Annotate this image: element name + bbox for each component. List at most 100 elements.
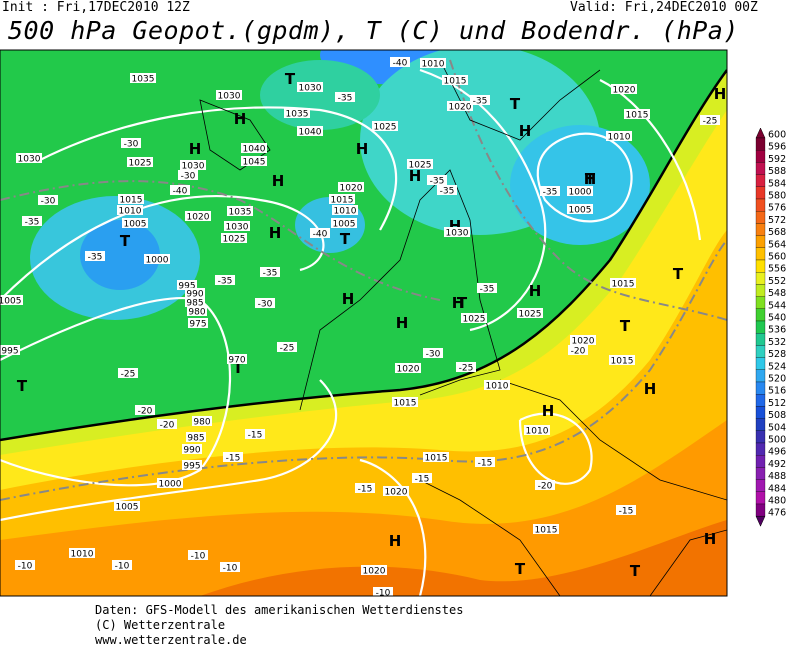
- footer-source: Daten: GFS-Modell des amerikanischen Wet…: [95, 603, 464, 617]
- isobar-label: 1010: [486, 382, 509, 392]
- temperature-label: -15: [226, 454, 241, 464]
- label-box: [144, 254, 170, 264]
- label-box: [157, 419, 177, 429]
- temperature-label: -15: [415, 475, 430, 485]
- scale-swatch: [755, 186, 766, 200]
- label-box: [187, 306, 207, 316]
- label-box: [185, 288, 205, 298]
- label-box: [157, 478, 183, 488]
- label-box: [606, 131, 632, 141]
- isobar-label: 995: [183, 462, 200, 472]
- isobar-label: 1020: [397, 365, 420, 375]
- temperature-label: -25: [459, 364, 474, 374]
- scale-label: 572: [768, 215, 786, 226]
- high-pressure-label: H: [704, 530, 717, 548]
- label-box: [130, 73, 156, 83]
- scale-label: 496: [768, 447, 786, 458]
- scale-swatch: [755, 394, 766, 407]
- isobar-label: 1045: [243, 158, 266, 168]
- isobar-label: 1010: [422, 60, 445, 70]
- scale-swatch: [755, 357, 766, 370]
- scale-swatch: [755, 296, 766, 309]
- label-box: [224, 221, 250, 231]
- isobar-label: 1030: [446, 229, 469, 239]
- label-box: [69, 548, 95, 558]
- scale-label: 500: [768, 435, 786, 446]
- label-box: [624, 109, 650, 119]
- isobar-label: 1010: [334, 207, 357, 217]
- isobar-label: 1015: [331, 196, 354, 206]
- label-box: [567, 204, 593, 214]
- scale-swatch: [755, 503, 766, 517]
- scale-label: 524: [768, 361, 786, 372]
- label-box: [216, 90, 242, 100]
- label-box: [297, 126, 323, 136]
- scale-label: 548: [768, 288, 786, 299]
- label-box: [188, 318, 208, 328]
- label-box: [114, 501, 140, 511]
- label-box: [437, 185, 457, 195]
- temperature-label: -25: [703, 117, 718, 127]
- isobar-label: 1005: [124, 220, 147, 230]
- label-box: [170, 185, 190, 195]
- isobar-label: 1040: [243, 145, 266, 155]
- label-box: [122, 218, 148, 228]
- scale-label: 488: [768, 471, 786, 482]
- temperature-label: -35: [440, 187, 455, 197]
- high-pressure-label: H: [409, 167, 422, 185]
- label-box: [392, 397, 418, 407]
- temperature-label: -35: [263, 269, 278, 279]
- isobar-label: 1005: [333, 220, 356, 230]
- scale-label: 480: [768, 496, 786, 507]
- high-pressure-label: H: [644, 380, 657, 398]
- isobar-label: 1035: [132, 75, 155, 85]
- high-pressure-label: H: [542, 402, 555, 420]
- temperature-label: -35: [473, 97, 488, 107]
- valid-time: Valid: Fri,24DEC2010 00Z: [570, 0, 758, 15]
- label-box: [533, 524, 559, 534]
- label-box: [412, 473, 432, 483]
- isobar-label: 990: [183, 446, 200, 456]
- color-scale: 6005965925885845805765725685645605565525…: [755, 127, 786, 527]
- label-box: [427, 175, 447, 185]
- isobar-label: 990: [186, 290, 203, 300]
- label-box: [423, 348, 443, 358]
- label-box: [332, 205, 358, 215]
- scale-label: 576: [768, 203, 786, 214]
- scale-label: 584: [768, 178, 786, 189]
- label-box: [22, 216, 42, 226]
- low-pressure-label: T: [620, 317, 631, 335]
- temperature-label: -30: [124, 140, 139, 150]
- label-box: [186, 432, 206, 442]
- high-pressure-label: H: [584, 170, 597, 188]
- low-pressure-label: T: [340, 230, 351, 248]
- isobar-label: 970: [228, 356, 245, 366]
- label-box: [260, 267, 280, 277]
- isobar-label: 1015: [535, 526, 558, 536]
- scale-swatch: [755, 162, 766, 175]
- label-box: [135, 405, 155, 415]
- scale-swatch: [755, 150, 766, 163]
- temperature-label: -40: [313, 230, 328, 240]
- isobar-label: 995: [1, 347, 18, 357]
- isobar-label: 1000: [159, 480, 182, 490]
- isobar-label: 1000: [569, 188, 592, 198]
- label-box: [373, 587, 393, 596]
- scale-swatch: [755, 406, 766, 419]
- high-pressure-label: H: [396, 314, 409, 332]
- isobar-label: 1025: [129, 159, 152, 169]
- scale-swatch: [755, 381, 766, 395]
- high-pressure-label: H: [452, 294, 465, 312]
- isobar-label: 1020: [385, 488, 408, 498]
- isobar-label: 1010: [119, 207, 142, 217]
- label-box: [335, 92, 355, 102]
- scale-swatch: [755, 442, 766, 456]
- high-pressure-label: H: [529, 282, 542, 300]
- label-box: [16, 153, 42, 163]
- scale-swatch: [755, 345, 766, 358]
- label-box: [118, 368, 138, 378]
- isobar-label: 1000: [146, 256, 169, 266]
- scale-label: 512: [768, 398, 786, 409]
- isobar-label: 1025: [409, 161, 432, 171]
- label-box: [570, 335, 596, 345]
